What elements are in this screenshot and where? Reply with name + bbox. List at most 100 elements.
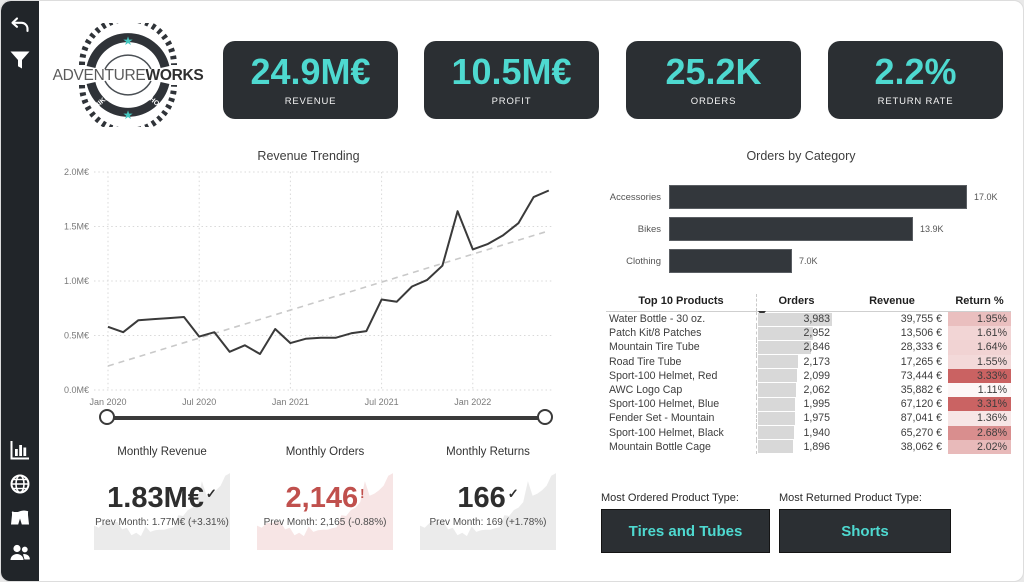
cell-product: Fender Set - Mountain xyxy=(609,412,715,425)
column-header-orders[interactable]: Orders xyxy=(756,294,836,311)
cell-orders: 1,896 xyxy=(756,439,836,454)
x-tick-label: Jan 2022 xyxy=(454,397,491,407)
monthly-revenue-prev: Prev Month: 1.77M€ (+3.31%) xyxy=(95,517,229,528)
monthly-returns-title: Monthly Returns xyxy=(446,446,530,458)
adventureworks-logo: ★ ★ BIKE SHOP ADVENTUREWORKS xyxy=(49,16,207,134)
cell-revenue: 65,270 € xyxy=(900,426,942,439)
orders-databar xyxy=(758,369,797,383)
table-row[interactable]: Mountain Bottle Cage 1,896 38,062 € 2.02% xyxy=(606,439,1011,454)
cell-revenue: 73,444 € xyxy=(900,369,942,382)
table-row[interactable]: Sport-100 Helmet, Blue 1,995 67,120 € 3.31% xyxy=(606,397,1011,412)
orders-databar xyxy=(758,397,796,411)
cell-return-pct: 1.36% xyxy=(948,411,1011,426)
cell-orders: 2,173 xyxy=(756,354,836,369)
most-returned-value-box[interactable]: Shorts xyxy=(779,509,951,553)
orders-databar xyxy=(758,340,811,355)
kpi-card-orders[interactable]: 25.2K ORDERS xyxy=(626,41,801,119)
orders-databar xyxy=(758,383,797,397)
cell-return-pct: 1.95% xyxy=(948,312,1011,327)
users-icon[interactable] xyxy=(7,539,33,565)
table-row[interactable]: Mountain Tire Tube 2,846 28,333 € 1.64% xyxy=(606,340,1011,355)
x-tick-label: Jul 2020 xyxy=(182,397,216,407)
y-tick-label: 0.5M€ xyxy=(64,331,89,341)
cell-product: Mountain Tire Tube xyxy=(609,341,700,354)
logo-star-bottom: ★ xyxy=(123,108,134,122)
category-bar[interactable] xyxy=(669,249,792,273)
monthly-returns-prev: Prev Month: 169 (+1.78%) xyxy=(429,517,547,528)
cell-revenue: 38,062 € xyxy=(900,440,942,453)
orders-by-category-chart: Accessories 17.0K Bikes 13.9K Clothing 7.0K xyxy=(606,177,1011,281)
logo-brand-left: ADVENTURE xyxy=(53,67,146,84)
undo-icon[interactable] xyxy=(7,13,33,39)
monthly-returns-status-icon: ✓ xyxy=(507,486,519,501)
table-row[interactable]: AWC Logo Cap 2,062 35,882 € 1.11% xyxy=(606,382,1011,398)
globe-icon-glyph xyxy=(10,474,30,494)
monthly-returns-card[interactable]: Monthly Returns 166 ✓ Prev Month: 169 (+… xyxy=(420,446,556,554)
table-row[interactable]: Sport-100 Helmet, Red 2,099 73,444 € 3.33% xyxy=(606,368,1011,383)
date-range-slider-handle-start[interactable] xyxy=(99,409,115,425)
revenue-trending-chart[interactable]: 0.0M€ 0.5M€ 1.0M€ 1.5M€ 2.0M€ Jan 2020 Jul 202… xyxy=(56,163,561,411)
undo-icon-glyph xyxy=(11,17,29,33)
column-header-revenue[interactable]: Revenue xyxy=(869,295,915,307)
date-range-slider-handle-end[interactable] xyxy=(537,409,553,425)
cell-product: Sport-100 Helmet, Black xyxy=(609,426,724,439)
kpi-orders-label: ORDERS xyxy=(690,95,737,107)
users-icon-glyph xyxy=(10,544,30,560)
orders-databar xyxy=(758,355,799,369)
table-row[interactable]: Sport-100 Helmet, Black 1,940 65,270 € 2.68… xyxy=(606,425,1011,440)
most-returned-label: Most Returned Product Type: xyxy=(779,492,922,504)
kpi-card-profit[interactable]: 10.5M€ PROFIT xyxy=(424,41,599,119)
kpi-return-rate-value: 2.2% xyxy=(874,50,957,92)
category-value-label: 17.0K xyxy=(974,192,998,202)
kpi-revenue-value: 24.9M€ xyxy=(250,50,371,92)
kpi-card-return-rate[interactable]: 2.2% RETURN RATE xyxy=(828,41,1003,119)
monthly-revenue-title: Monthly Revenue xyxy=(117,446,207,458)
most-ordered-value-box[interactable]: Tires and Tubes xyxy=(601,509,770,553)
date-range-slider-track[interactable] xyxy=(101,416,549,420)
monthly-orders-prev: Prev Month: 2,165 (-0.88%) xyxy=(263,517,387,528)
kpi-card-revenue[interactable]: 24.9M€ REVENUE xyxy=(223,41,398,119)
kpi-profit-value: 10.5M€ xyxy=(451,50,572,92)
category-row: Clothing 7.0K xyxy=(606,249,1011,273)
revenue-series-line[interactable] xyxy=(107,189,550,355)
x-tick-label: Jul 2021 xyxy=(365,397,399,407)
table-row[interactable]: Road Tire Tube 2,173 17,265 € 1.55% xyxy=(606,354,1011,369)
category-label: Accessories xyxy=(609,191,661,203)
most-returned-value: Shorts xyxy=(841,522,889,540)
cell-return-pct: 1.64% xyxy=(948,340,1011,355)
table-row[interactable]: Fender Set - Mountain 1,975 87,041 € 1.36% xyxy=(606,411,1011,426)
monthly-orders-card[interactable]: Monthly Orders 2,146 ! Prev Month: 2,165… xyxy=(257,446,393,554)
column-header-products[interactable]: Top 10 Products xyxy=(638,295,724,307)
table-row[interactable]: Patch Kit/8 Patches 2,952 13,506 € 1.61% xyxy=(606,326,1011,341)
logo-graphic: ★ ★ BIKE SHOP ADVENTUREWORKS xyxy=(53,16,204,134)
kpi-profit-label: PROFIT xyxy=(491,95,532,107)
cell-return-pct: 2.02% xyxy=(948,439,1011,454)
kpi-return-rate-label: RETURN RATE xyxy=(877,95,954,107)
globe-icon[interactable] xyxy=(7,471,33,497)
category-bar[interactable] xyxy=(669,217,913,241)
cell-product: Sport-100 Helmet, Red xyxy=(609,369,718,382)
cell-revenue: 28,333 € xyxy=(900,341,942,354)
revenue-trending-title: Revenue Trending xyxy=(257,149,360,163)
filter-icon[interactable] xyxy=(7,47,33,73)
orders-databar xyxy=(758,312,832,326)
cell-product: AWC Logo Cap xyxy=(609,383,683,396)
cell-product: Patch Kit/8 Patches xyxy=(609,327,702,340)
svg-text:ADVENTUREWORKS: ADVENTUREWORKS xyxy=(53,67,204,84)
table-header-row: Top 10 Products Orders Revenue Return % xyxy=(606,294,1011,316)
cell-product: Mountain Bottle Cage xyxy=(609,440,711,453)
shorts-icon[interactable] xyxy=(7,505,33,531)
cell-return-pct: 3.33% xyxy=(948,368,1011,383)
monthly-revenue-card[interactable]: Monthly Revenue 1.83M€ ✓ Prev Month: 1.7… xyxy=(94,446,230,554)
y-tick-label: 0.0M€ xyxy=(64,385,89,395)
category-label: Clothing xyxy=(626,255,661,267)
cell-orders: 1,975 xyxy=(756,411,836,426)
bar-chart-icon[interactable] xyxy=(7,437,33,463)
table-row[interactable]: Water Bottle - 30 oz. 3,983 39,755 € 1.95% xyxy=(606,312,1011,327)
cell-orders: 2,099 xyxy=(756,368,836,383)
category-bar[interactable] xyxy=(669,185,967,209)
column-header-return[interactable]: Return % xyxy=(955,295,1004,307)
most-ordered-value: Tires and Tubes xyxy=(628,522,743,540)
orders-databar xyxy=(758,411,795,426)
